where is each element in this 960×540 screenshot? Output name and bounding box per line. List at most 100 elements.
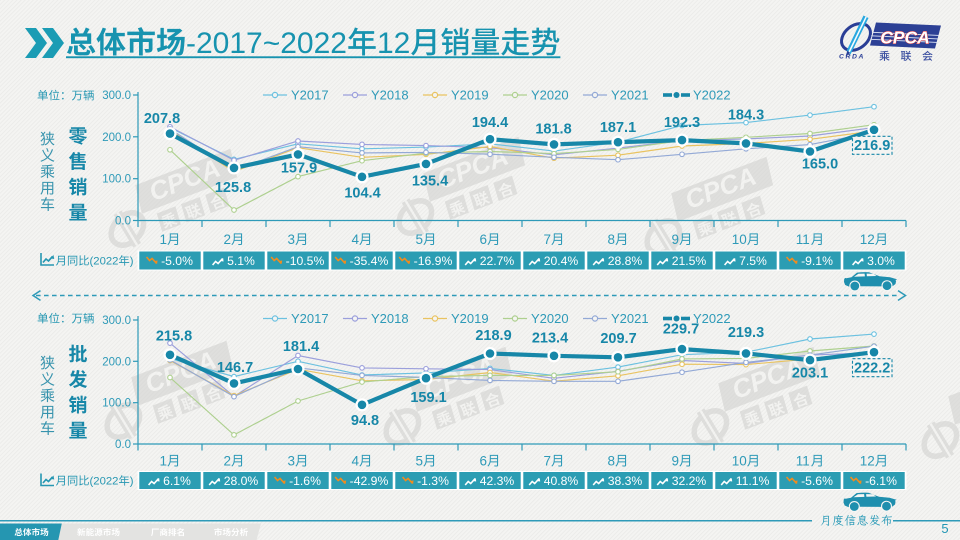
svg-text:Y2017: Y2017 (291, 311, 329, 326)
svg-text:5.1%: 5.1% (227, 254, 255, 268)
svg-text:6.1%: 6.1% (163, 474, 191, 488)
svg-text:Y2018: Y2018 (371, 88, 409, 103)
svg-text:104.4: 104.4 (344, 186, 380, 202)
svg-text:7: 7 (543, 454, 551, 469)
svg-text:11: 11 (796, 454, 810, 469)
svg-text:Y2022: Y2022 (693, 88, 731, 103)
svg-text:0.0: 0.0 (115, 216, 131, 228)
svg-text:215.8: 215.8 (156, 329, 192, 345)
svg-text:8: 8 (607, 454, 615, 469)
svg-text:222.2: 222.2 (854, 360, 890, 376)
svg-text:4: 4 (351, 454, 359, 469)
svg-text:-5.0%: -5.0% (161, 254, 193, 268)
svg-text:0.0: 0.0 (115, 439, 131, 451)
svg-text:192.3: 192.3 (664, 115, 700, 131)
svg-text:-10.5%: -10.5% (286, 254, 325, 268)
svg-text:-42.9%: -42.9% (350, 474, 389, 488)
svg-text:Y2017: Y2017 (291, 88, 329, 103)
svg-text:): ) (130, 256, 134, 268)
svg-text:125.8: 125.8 (215, 180, 251, 196)
svg-text:5: 5 (415, 454, 423, 469)
svg-text:5: 5 (941, 521, 948, 536)
svg-text:CPCA: CPCA (880, 28, 930, 48)
svg-text:Y2019: Y2019 (451, 311, 489, 326)
svg-text:218.9: 218.9 (475, 328, 511, 344)
svg-text:42.3%: 42.3% (480, 474, 515, 488)
svg-text:209.7: 209.7 (600, 331, 636, 347)
svg-text:229.7: 229.7 (663, 322, 699, 338)
svg-text:-16.9%: -16.9% (414, 254, 453, 268)
svg-text:Y2020: Y2020 (531, 311, 569, 326)
svg-text:5: 5 (415, 232, 423, 247)
svg-text:2: 2 (223, 454, 231, 469)
svg-text:207.8: 207.8 (144, 111, 180, 127)
svg-text:Y2021: Y2021 (611, 88, 649, 103)
svg-text:20.4%: 20.4% (544, 254, 579, 268)
svg-text:200.0: 200.0 (102, 356, 131, 368)
svg-text:203.1: 203.1 (792, 366, 828, 382)
svg-text:159.1: 159.1 (410, 390, 446, 406)
svg-text:94.8: 94.8 (351, 413, 379, 429)
svg-text:12: 12 (377, 27, 410, 60)
svg-text:100.0: 100.0 (102, 398, 131, 410)
svg-text:-5.6%: -5.6% (801, 474, 833, 488)
svg-text:CPCA: CPCA (958, 364, 960, 418)
svg-text:-2017~2022: -2017~2022 (186, 27, 347, 60)
svg-text:12: 12 (860, 454, 875, 469)
svg-text:135.4: 135.4 (412, 174, 448, 190)
svg-text:28.0%: 28.0% (224, 474, 259, 488)
svg-text:-35.4%: -35.4% (350, 254, 389, 268)
svg-text:Y2021: Y2021 (611, 311, 649, 326)
svg-text:40.8%: 40.8% (544, 474, 579, 488)
svg-text:CRDA: CRDA (839, 54, 865, 61)
svg-text:181.8: 181.8 (535, 122, 571, 138)
svg-text:300.0: 300.0 (102, 315, 131, 327)
svg-text:10: 10 (732, 454, 747, 469)
svg-text:9: 9 (671, 454, 679, 469)
svg-text:38.3%: 38.3% (608, 474, 643, 488)
svg-text:22.7%: 22.7% (480, 254, 515, 268)
svg-text:146.7: 146.7 (217, 360, 253, 376)
svg-text:12: 12 (860, 232, 875, 247)
svg-text:-1.6%: -1.6% (289, 474, 321, 488)
svg-text:181.4: 181.4 (283, 339, 319, 355)
svg-text:213.4: 213.4 (532, 331, 568, 347)
svg-text:3.0%: 3.0% (867, 254, 895, 268)
svg-text:Y2018: Y2018 (371, 311, 409, 326)
svg-text:7: 7 (543, 232, 551, 247)
svg-text:11: 11 (796, 232, 810, 247)
svg-text:Y2019: Y2019 (451, 88, 489, 103)
svg-text:3: 3 (287, 232, 295, 247)
svg-text:300.0: 300.0 (102, 90, 131, 102)
svg-text:): ) (130, 476, 134, 488)
svg-text:28.8%: 28.8% (608, 254, 643, 268)
svg-text:157.9: 157.9 (281, 161, 317, 177)
svg-text:194.4: 194.4 (472, 115, 508, 131)
svg-text:-6.1%: -6.1% (865, 474, 897, 488)
svg-text:8: 8 (607, 232, 615, 247)
svg-text:187.1: 187.1 (600, 120, 636, 136)
svg-text:216.9: 216.9 (854, 138, 890, 154)
svg-text:4: 4 (351, 232, 359, 247)
svg-text:10: 10 (732, 232, 747, 247)
svg-text:219.3: 219.3 (728, 325, 764, 341)
svg-text:11.1%: 11.1% (736, 474, 770, 488)
svg-text:32.2%: 32.2% (672, 474, 707, 488)
svg-text:6: 6 (479, 232, 487, 247)
svg-text:3: 3 (287, 454, 295, 469)
svg-text:100.0: 100.0 (102, 174, 131, 186)
svg-text:7.5%: 7.5% (739, 254, 767, 268)
svg-text:165.0: 165.0 (802, 157, 838, 173)
svg-text:1: 1 (159, 454, 167, 469)
svg-text:200.0: 200.0 (102, 132, 131, 144)
svg-text:9: 9 (671, 232, 679, 247)
svg-text:2: 2 (223, 232, 231, 247)
svg-text:6: 6 (479, 454, 487, 469)
svg-text:Y2022: Y2022 (693, 311, 731, 326)
svg-text:-1.3%: -1.3% (417, 474, 449, 488)
svg-text:Y2020: Y2020 (531, 88, 569, 103)
svg-text:(2022: (2022 (90, 476, 119, 488)
svg-text:184.3: 184.3 (728, 108, 764, 124)
svg-text:21.5%: 21.5% (672, 254, 707, 268)
svg-text:1: 1 (159, 232, 167, 247)
